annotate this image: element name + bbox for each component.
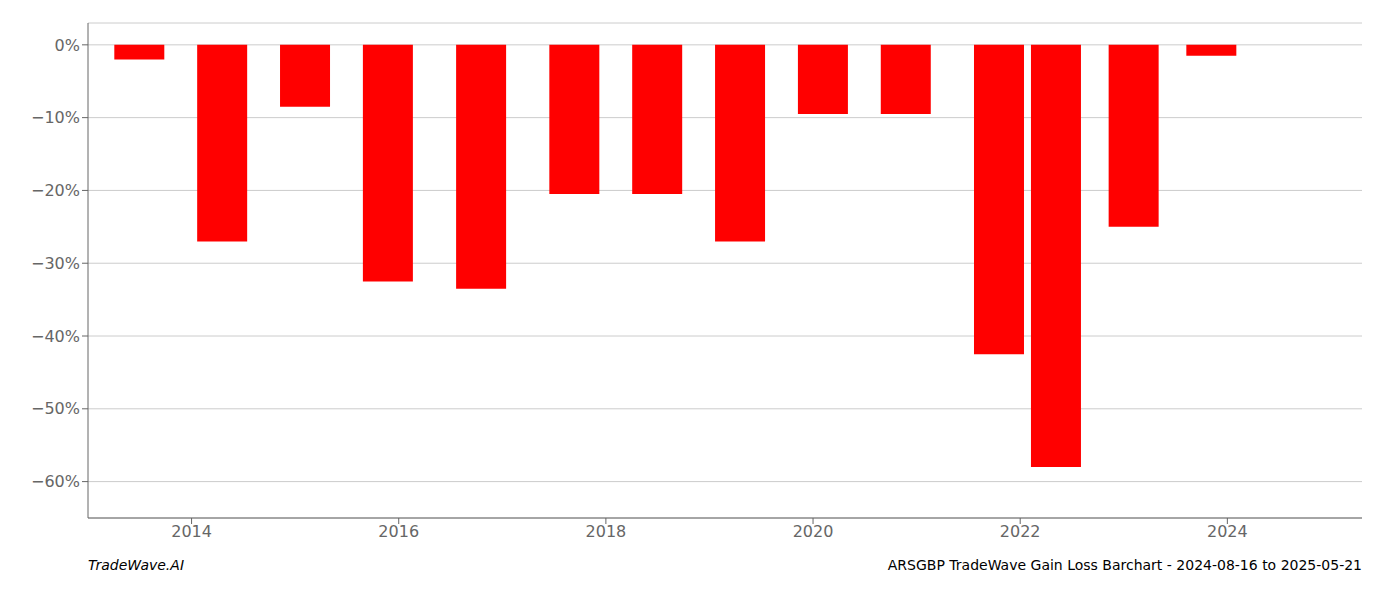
svg-text:2024: 2024: [1207, 522, 1248, 541]
svg-text:−50%: −50%: [31, 399, 80, 418]
svg-text:−60%: −60%: [31, 472, 80, 491]
svg-text:−30%: −30%: [31, 254, 80, 273]
html-text:ARSGBP TradeWave Gain Loss Bar: ARSGBP TradeWave Gain Loss Barchart - 20…: [887, 557, 1362, 573]
svg-text:−20%: −20%: [31, 181, 80, 200]
html-text:TradeWave.AI: TradeWave.AI: [88, 557, 184, 573]
svg-text:2022: 2022: [1000, 522, 1041, 541]
svg-text:−10%: −10%: [31, 108, 80, 127]
svg-text:2020: 2020: [793, 522, 834, 541]
svg-text:2016: 2016: [378, 522, 419, 541]
svg-text:0%: 0%: [55, 36, 80, 55]
svg-text:2014: 2014: [171, 522, 212, 541]
svg-text:−40%: −40%: [31, 327, 80, 346]
svg-text:2018: 2018: [586, 522, 627, 541]
